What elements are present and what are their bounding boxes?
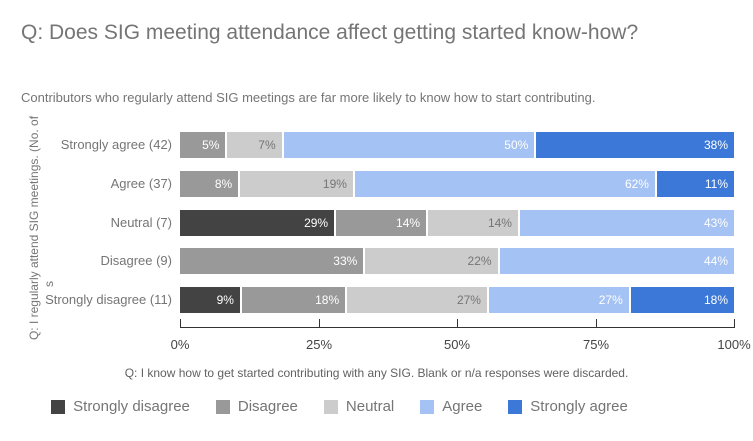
bar-segment[interactable]: 18% bbox=[241, 287, 346, 313]
legend-item[interactable]: Strongly agree bbox=[508, 398, 628, 415]
chart-title: Q: Does SIG meeting attendance affect ge… bbox=[21, 21, 639, 44]
x-tick-label: 25% bbox=[305, 337, 333, 352]
legend-item[interactable]: Agree bbox=[420, 398, 482, 415]
bar-row: 5% 7% 50% 38% bbox=[180, 132, 734, 158]
bar-segment[interactable]: 43% bbox=[519, 210, 734, 236]
chart-subtitle: Contributors who regularly attend SIG me… bbox=[21, 90, 596, 105]
x-tick-mark bbox=[596, 319, 597, 328]
legend-swatch-icon bbox=[508, 399, 523, 414]
bar-row: 33% 22% 44% bbox=[180, 248, 734, 274]
chart-footnote: Q: I know how to get started contributin… bbox=[124, 366, 629, 380]
legend-item[interactable]: Disagree bbox=[215, 398, 298, 415]
legend-swatch-icon bbox=[323, 399, 338, 414]
bar-row: 9% 18% 27% 27% 18% bbox=[180, 287, 734, 313]
bar-segment[interactable]: 22% bbox=[365, 248, 498, 274]
bar-segment[interactable]: 14% bbox=[336, 210, 427, 236]
legend-label: Strongly disagree bbox=[73, 398, 190, 415]
x-tick-label: 75% bbox=[582, 337, 610, 352]
bar-row: 29% 14% 14% 43% bbox=[180, 210, 734, 236]
bar-segment[interactable]: 50% bbox=[283, 132, 535, 158]
legend-label: Agree bbox=[442, 398, 483, 415]
legend-item[interactable]: Neutral bbox=[323, 398, 395, 415]
x-tick-label: 0% bbox=[170, 337, 190, 352]
x-tick-mark bbox=[319, 319, 320, 328]
bar-segment[interactable]: 33% bbox=[180, 248, 364, 274]
x-tick-label: 100% bbox=[717, 337, 751, 352]
category-label: Strongly disagree (11) bbox=[45, 292, 172, 307]
bar-segment[interactable]: 19% bbox=[240, 171, 353, 197]
bar-segment[interactable]: 62% bbox=[354, 171, 655, 197]
bar-row: 8% 19% 62% 11% bbox=[180, 171, 735, 197]
bar-segment[interactable]: 44% bbox=[499, 248, 734, 274]
bar-segment[interactable]: 27% bbox=[488, 287, 629, 313]
legend-swatch-icon bbox=[215, 399, 230, 414]
bar-segment[interactable]: 18% bbox=[630, 287, 734, 313]
legend-item[interactable]: Strongly disagree bbox=[51, 398, 190, 415]
category-label: Disagree (9) bbox=[100, 253, 172, 268]
x-tick-mark bbox=[457, 319, 458, 328]
legend-label: Neutral bbox=[345, 398, 395, 415]
category-label: Strongly agree (42) bbox=[60, 137, 172, 152]
category-label: Agree (37) bbox=[110, 176, 172, 191]
bar-segment[interactable]: 38% bbox=[536, 132, 734, 158]
bar-segment[interactable]: 8% bbox=[180, 171, 239, 197]
bar-segment[interactable]: 5% bbox=[180, 132, 226, 158]
bar-segment[interactable]: 14% bbox=[428, 210, 518, 236]
x-tick-mark bbox=[734, 319, 735, 328]
legend-swatch-icon bbox=[51, 399, 66, 414]
bar-segment[interactable]: 27% bbox=[347, 287, 487, 313]
legend-label: Strongly agree bbox=[530, 398, 628, 415]
bar-segment[interactable]: 9% bbox=[180, 287, 240, 313]
legend-label: Disagree bbox=[237, 398, 298, 415]
x-tick-mark bbox=[180, 319, 181, 328]
bar-segment[interactable]: 29% bbox=[180, 210, 335, 236]
bar-segment[interactable]: 11% bbox=[656, 171, 735, 197]
legend-swatch-icon bbox=[420, 399, 435, 414]
x-tick-label: 50% bbox=[443, 337, 471, 352]
category-label: Neutral (7) bbox=[110, 215, 172, 230]
bar-segment[interactable]: 7% bbox=[227, 132, 282, 158]
chart-legend: Strongly disagree Disagree Neutral Agree Str… bbox=[0, 398, 753, 415]
